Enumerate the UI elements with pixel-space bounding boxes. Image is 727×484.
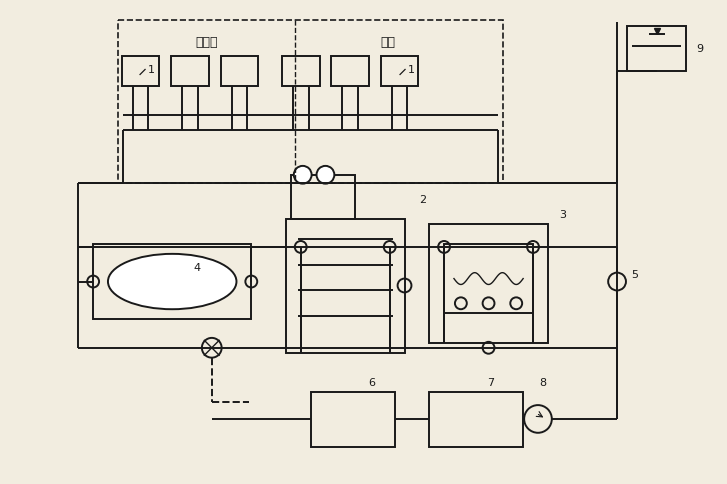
Bar <box>221 57 258 87</box>
Circle shape <box>316 166 334 184</box>
Text: 内区: 内区 <box>380 36 395 49</box>
Bar <box>118 20 503 183</box>
Bar <box>291 175 355 220</box>
Bar <box>627 28 686 72</box>
Bar <box>172 57 209 87</box>
Text: 5: 5 <box>631 269 638 279</box>
Circle shape <box>294 166 312 184</box>
Text: 1: 1 <box>408 65 414 75</box>
Ellipse shape <box>108 254 236 310</box>
Bar <box>444 244 533 314</box>
Bar <box>93 244 252 319</box>
Text: 3: 3 <box>559 210 566 220</box>
Bar <box>282 57 319 87</box>
Text: 9: 9 <box>696 44 704 54</box>
Bar <box>381 57 418 87</box>
Bar <box>429 225 548 343</box>
Bar <box>332 57 369 87</box>
Text: 6: 6 <box>369 378 375 388</box>
Bar <box>122 57 159 87</box>
Text: 周边区: 周边区 <box>196 36 218 49</box>
Bar <box>429 393 523 447</box>
Text: 8: 8 <box>539 378 547 388</box>
Text: 7: 7 <box>487 378 494 388</box>
Text: 4: 4 <box>193 262 201 272</box>
Bar <box>310 393 395 447</box>
Bar <box>286 220 404 353</box>
Text: 2: 2 <box>419 195 426 205</box>
Text: 1: 1 <box>148 65 155 75</box>
